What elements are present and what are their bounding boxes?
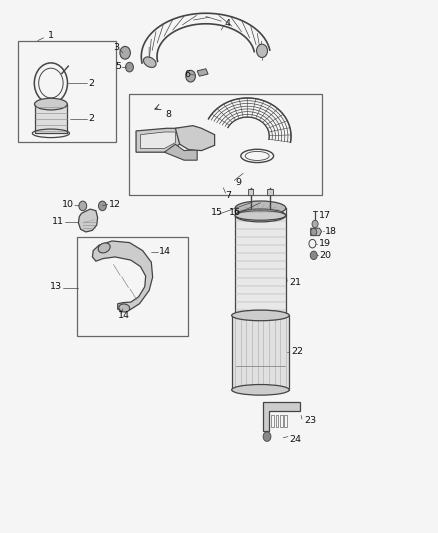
Ellipse shape (235, 211, 286, 220)
FancyBboxPatch shape (18, 41, 117, 142)
Text: 15: 15 (211, 208, 223, 217)
FancyBboxPatch shape (130, 94, 321, 195)
Ellipse shape (235, 311, 286, 320)
Ellipse shape (235, 209, 286, 222)
Text: 5: 5 (116, 62, 122, 70)
Text: 20: 20 (319, 251, 332, 260)
FancyBboxPatch shape (280, 415, 283, 427)
Ellipse shape (119, 304, 130, 312)
Text: 18: 18 (325, 227, 337, 236)
Circle shape (186, 70, 195, 82)
FancyBboxPatch shape (268, 189, 273, 195)
Text: 6: 6 (184, 70, 190, 78)
FancyBboxPatch shape (248, 189, 254, 195)
Circle shape (310, 251, 317, 260)
Text: 10: 10 (62, 200, 74, 209)
Ellipse shape (257, 44, 268, 58)
Text: 1: 1 (48, 31, 54, 41)
FancyBboxPatch shape (235, 215, 286, 316)
FancyBboxPatch shape (232, 316, 289, 390)
Circle shape (263, 432, 271, 441)
Circle shape (99, 201, 106, 211)
FancyBboxPatch shape (35, 104, 67, 133)
Polygon shape (164, 144, 197, 160)
Text: 2: 2 (88, 114, 94, 123)
Text: 16: 16 (229, 208, 241, 217)
Ellipse shape (98, 243, 110, 253)
Polygon shape (175, 126, 215, 151)
FancyBboxPatch shape (272, 415, 274, 427)
Circle shape (312, 220, 318, 228)
Text: 7: 7 (226, 191, 232, 200)
Circle shape (311, 228, 317, 236)
Ellipse shape (144, 57, 156, 68)
Text: 11: 11 (52, 217, 64, 227)
Text: 24: 24 (289, 435, 301, 444)
Text: 12: 12 (109, 200, 121, 209)
FancyBboxPatch shape (276, 415, 279, 427)
Polygon shape (141, 132, 175, 149)
Text: 9: 9 (236, 178, 242, 187)
Circle shape (120, 46, 131, 59)
Polygon shape (263, 402, 300, 431)
Text: 22: 22 (291, 347, 303, 356)
FancyBboxPatch shape (77, 237, 188, 336)
Text: 19: 19 (318, 239, 331, 248)
Ellipse shape (235, 201, 286, 215)
Text: 8: 8 (166, 110, 172, 119)
Text: 14: 14 (118, 311, 130, 320)
FancyBboxPatch shape (285, 415, 287, 427)
Ellipse shape (35, 98, 67, 110)
Text: 17: 17 (319, 211, 332, 220)
Text: 21: 21 (289, 278, 301, 287)
Circle shape (126, 62, 134, 72)
Text: 4: 4 (225, 19, 231, 28)
Text: 23: 23 (304, 416, 316, 425)
Text: 14: 14 (159, 247, 171, 256)
Ellipse shape (232, 310, 289, 321)
Circle shape (79, 201, 87, 211)
Polygon shape (78, 209, 98, 232)
Polygon shape (197, 69, 208, 76)
Text: 2: 2 (88, 78, 94, 87)
Polygon shape (136, 128, 180, 152)
Text: 13: 13 (49, 282, 62, 291)
Polygon shape (92, 241, 152, 312)
Polygon shape (311, 228, 321, 236)
Ellipse shape (232, 384, 289, 395)
Text: 3: 3 (113, 43, 120, 52)
